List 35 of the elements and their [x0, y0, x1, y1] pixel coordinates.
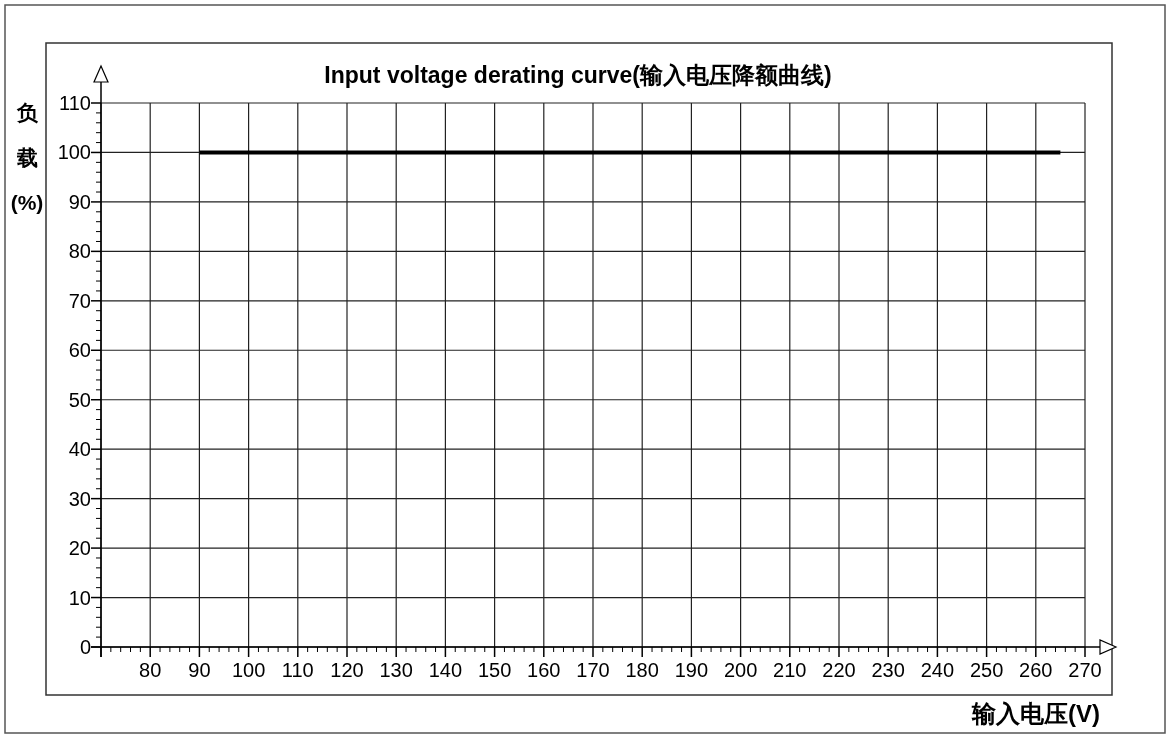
y-tick-label: 100 — [57, 141, 91, 164]
x-tick-label: 170 — [576, 659, 610, 681]
x-tick-label: 180 — [625, 659, 659, 681]
y-tick-label: 40 — [68, 438, 91, 461]
x-tick-label: 260 — [1019, 659, 1053, 681]
x-tick-label: 150 — [477, 659, 512, 681]
y-tick-label: 90 — [68, 190, 91, 213]
y-tick-label: 110 — [59, 92, 91, 114]
x-tick-label: 200 — [723, 659, 758, 681]
x-axis-title: 输入电压(V) — [971, 700, 1100, 727]
x-tick-label: 210 — [773, 659, 807, 681]
chart-title: Input voltage derating curve(输入电压降额曲线) — [324, 62, 832, 88]
x-tick-label: 220 — [822, 659, 856, 681]
x-tick-label: 120 — [330, 659, 364, 681]
x-tick-label: 160 — [527, 659, 561, 681]
x-tick-label: 80 — [139, 659, 162, 681]
y-tick-label: 80 — [68, 240, 91, 263]
x-tick-label: 230 — [871, 659, 905, 681]
x-tick-label: 130 — [379, 659, 413, 681]
y-tick-label: 10 — [68, 586, 91, 609]
y-tick-label: 70 — [68, 289, 91, 312]
y-tick-label: 0 — [79, 636, 91, 658]
y-axis-title: 负载(%) — [10, 101, 44, 214]
x-tick-label: 90 — [188, 659, 211, 681]
x-tick-label: 240 — [920, 659, 955, 681]
x-tick-label: 110 — [281, 659, 314, 681]
y-tick-label: 50 — [68, 388, 91, 411]
x-tick-label: 100 — [231, 659, 266, 681]
y-tick-label: 60 — [68, 339, 91, 362]
y-tick-label: 30 — [68, 487, 91, 510]
x-tick-label: 190 — [674, 659, 709, 681]
y-tick-label: 20 — [68, 537, 91, 560]
x-tick-label: 270 — [1068, 659, 1102, 681]
x-tick-label: 140 — [428, 659, 463, 681]
x-tick-label: 250 — [969, 659, 1004, 681]
